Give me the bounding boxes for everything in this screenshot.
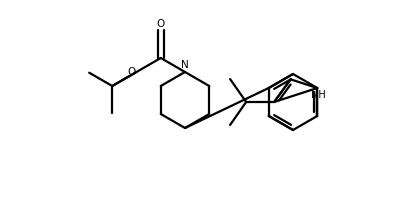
Text: O: O bbox=[157, 19, 165, 29]
Text: N: N bbox=[181, 60, 189, 70]
Text: O: O bbox=[127, 67, 135, 77]
Text: NH: NH bbox=[311, 90, 326, 100]
